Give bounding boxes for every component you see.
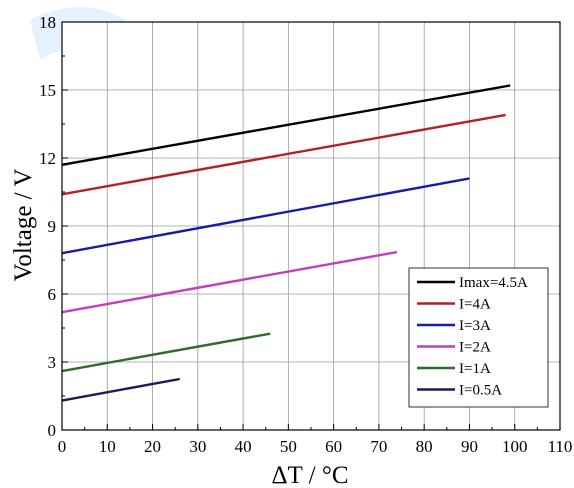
x-tick-label: 80 bbox=[416, 437, 433, 456]
x-tick-label: 50 bbox=[280, 437, 297, 456]
series-line bbox=[61, 84, 511, 166]
x-tick-label: 20 bbox=[144, 437, 161, 456]
y-tick-labels: 0 3 6 9 12 15 18 bbox=[39, 13, 56, 440]
y-tick-label: 3 bbox=[48, 353, 57, 372]
series-line bbox=[61, 113, 506, 196]
legend-label: I=3A bbox=[459, 318, 491, 334]
y-tick-label: 6 bbox=[48, 285, 57, 304]
x-tick-label: 100 bbox=[502, 437, 528, 456]
y-tick-label: 15 bbox=[39, 81, 56, 100]
x-tick-labels: 0 10 20 30 40 50 60 70 80 90 100 110 bbox=[58, 437, 573, 456]
y-tick-label: 18 bbox=[39, 13, 56, 32]
series-line bbox=[61, 250, 398, 314]
x-tick-label: 10 bbox=[99, 437, 116, 456]
series-group bbox=[61, 84, 511, 402]
x-tick-label: 70 bbox=[370, 437, 387, 456]
legend-label: I=4A bbox=[459, 297, 491, 313]
x-tick-label: 60 bbox=[325, 437, 342, 456]
y-tick-label: 0 bbox=[48, 421, 57, 440]
x-tick-label: 40 bbox=[235, 437, 252, 456]
x-tick-label: 90 bbox=[461, 437, 478, 456]
x-tick-label: 30 bbox=[189, 437, 206, 456]
series-line bbox=[61, 177, 470, 255]
series-line bbox=[61, 332, 271, 373]
y-tick-label: 9 bbox=[48, 217, 57, 236]
x-tick-label: 110 bbox=[548, 437, 573, 456]
y-axis-title: Voltage / V bbox=[10, 169, 37, 282]
legend-label: I=2A bbox=[459, 340, 491, 356]
legend-label: I=0.5A bbox=[459, 383, 502, 399]
ticks bbox=[61, 21, 561, 431]
legend-label: Imax=4.5A bbox=[459, 275, 528, 291]
x-tick-label: 0 bbox=[58, 437, 67, 456]
series-line bbox=[61, 377, 180, 402]
grid bbox=[62, 22, 560, 430]
y-tick-label: 12 bbox=[39, 149, 56, 168]
x-axis-title: ΔT / °C bbox=[271, 462, 348, 488]
legend: Imax=4.5A I=4A I=3A I=2A I=1A I=0.5A bbox=[408, 267, 549, 408]
legend-label: I=1A bbox=[459, 361, 491, 377]
legend-box bbox=[408, 267, 549, 408]
